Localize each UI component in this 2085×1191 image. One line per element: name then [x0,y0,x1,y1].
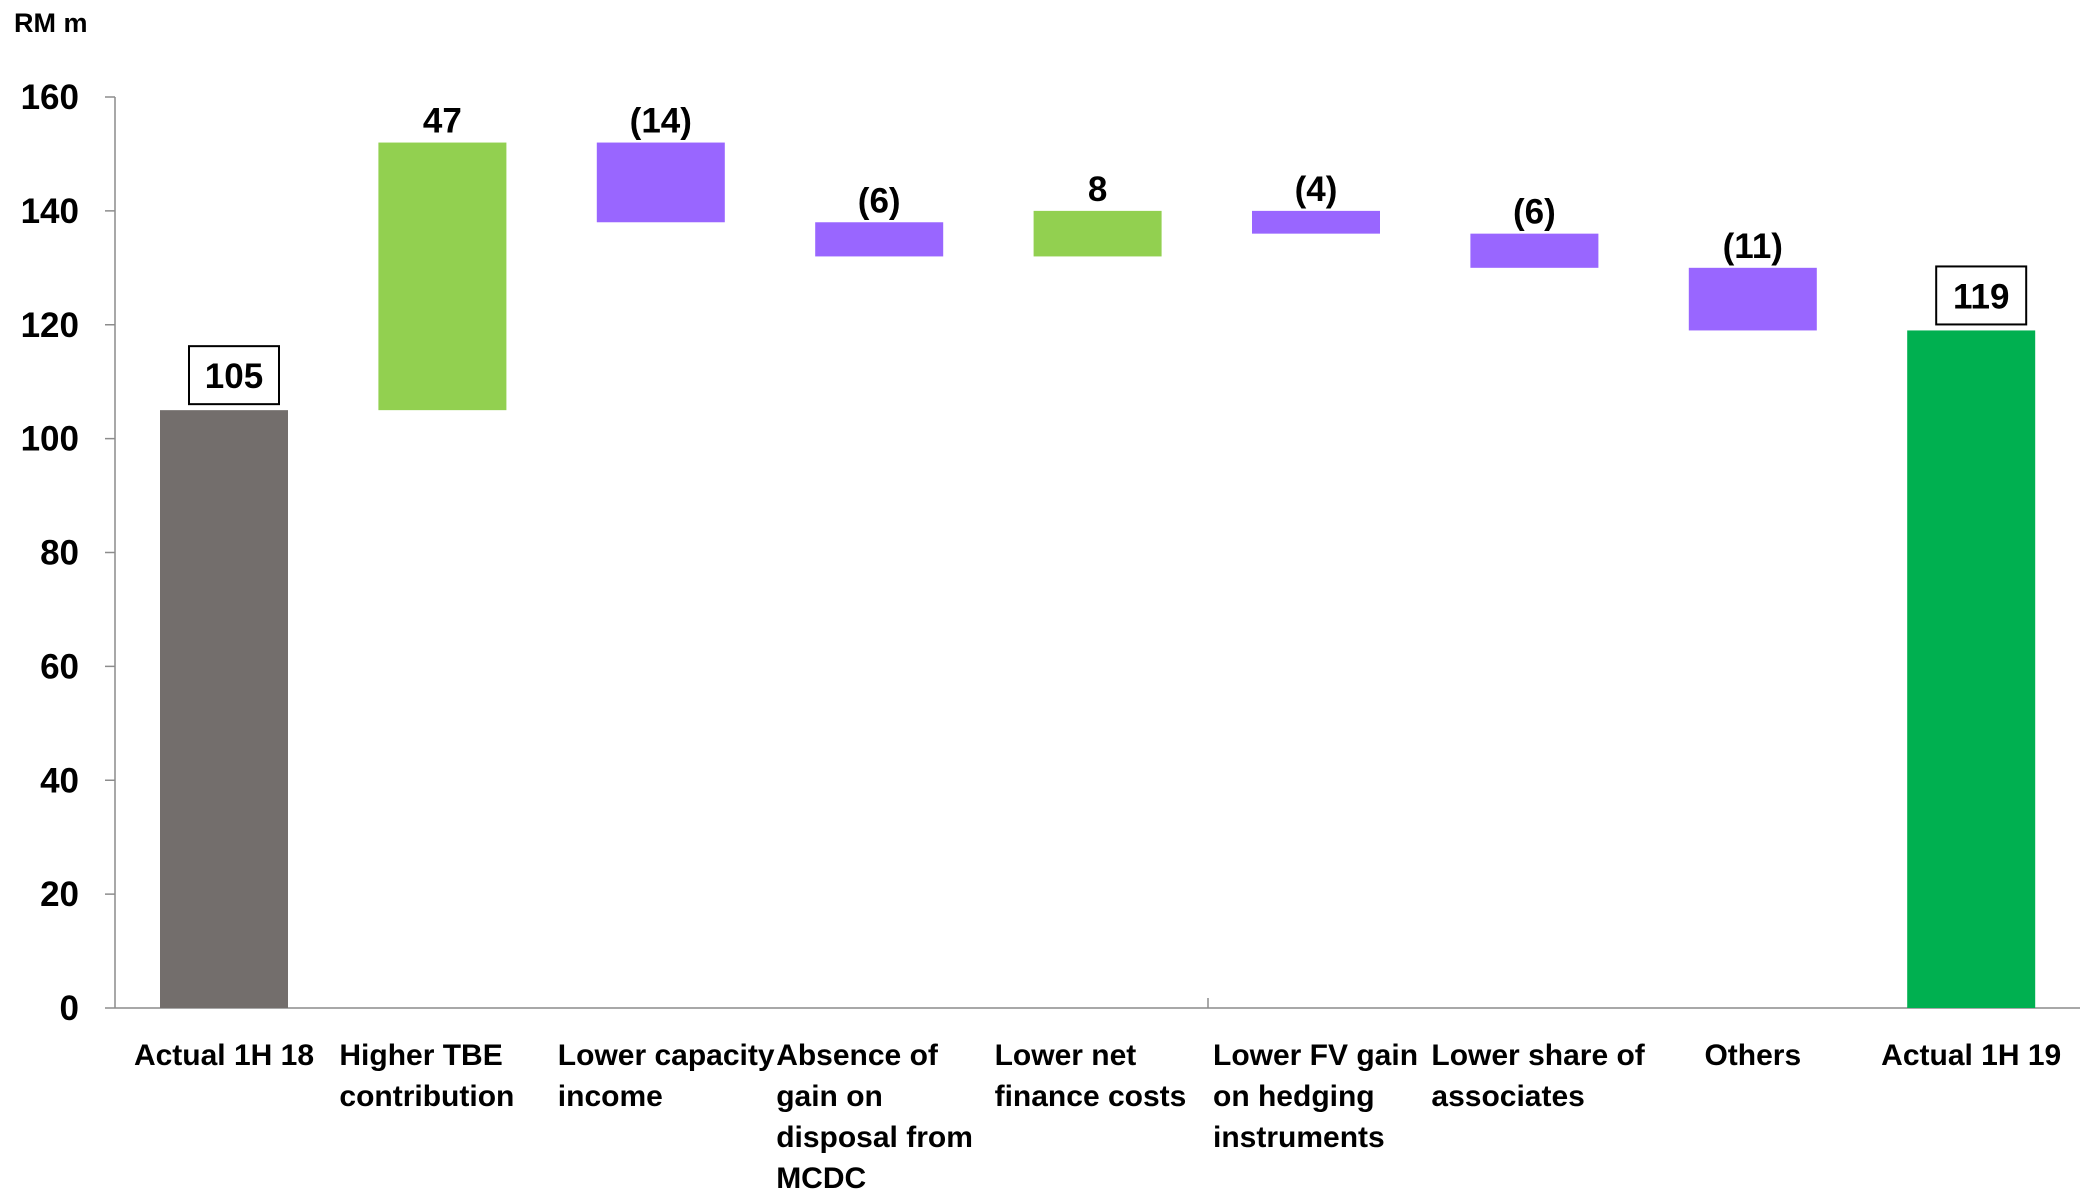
y-tick-label: 120 [21,306,79,345]
data-label: (11) [1723,227,1783,266]
unit-label: RM m [14,8,88,38]
bar-5 [1033,210,1162,257]
x-category-label: Lower net finance costs [995,1039,1187,1113]
data-label: 119 [1953,277,2009,316]
bars [160,142,2036,1009]
y-tick-label: 20 [40,875,79,914]
bar-1 [160,410,288,1008]
y-tick-label: 160 [21,78,79,117]
x-category-label: Lower FV gain on hedging instruments [1213,1039,1418,1154]
x-category-label: Others [1704,1039,1801,1072]
bar-7 [1470,233,1599,268]
data-label: (14) [630,102,692,141]
x-category-label: Actual 1H 19 [1881,1039,2061,1072]
bar-3 [596,142,725,223]
total-label-box [188,345,280,406]
bar-2 [378,142,507,411]
x-category-label: Absence of gain on disposal from MCDC [776,1039,973,1191]
y-tick-label: 40 [40,761,79,800]
y-axis: 0 20 40 60 80 100 120 140 160 [21,78,2080,1028]
data-label: (6) [858,181,901,220]
bar-8 [1688,267,1817,331]
total-label-box [1935,265,2028,326]
bar-4 [815,222,944,257]
y-tick-label: 80 [40,534,79,573]
y-tick-label: 60 [40,647,79,686]
y-tick-label: 0 [60,989,79,1028]
x-axis-labels: Actual 1H 18 Higher TBE contribution Lower … [134,1039,2061,1191]
data-label: (6) [1513,193,1556,232]
data-label: 47 [423,102,462,141]
x-category-label: Lower share of associates [1431,1039,1645,1113]
data-label: (4) [1295,170,1338,209]
x-category-label: Higher TBE contribution [339,1039,514,1113]
y-tick-label: 100 [21,420,79,459]
data-label: 105 [205,357,263,396]
data-labels: 105 47 (14) (6) 8 (4) (6) (11) 119 [188,102,2028,406]
y-tick-label: 140 [21,192,79,231]
bar-6 [1252,210,1380,234]
x-category-label: Lower capacity income [558,1039,775,1113]
data-label: 8 [1088,170,1107,209]
x-category-label: Actual 1H 18 [134,1039,314,1072]
bar-9 [1907,330,2036,1009]
